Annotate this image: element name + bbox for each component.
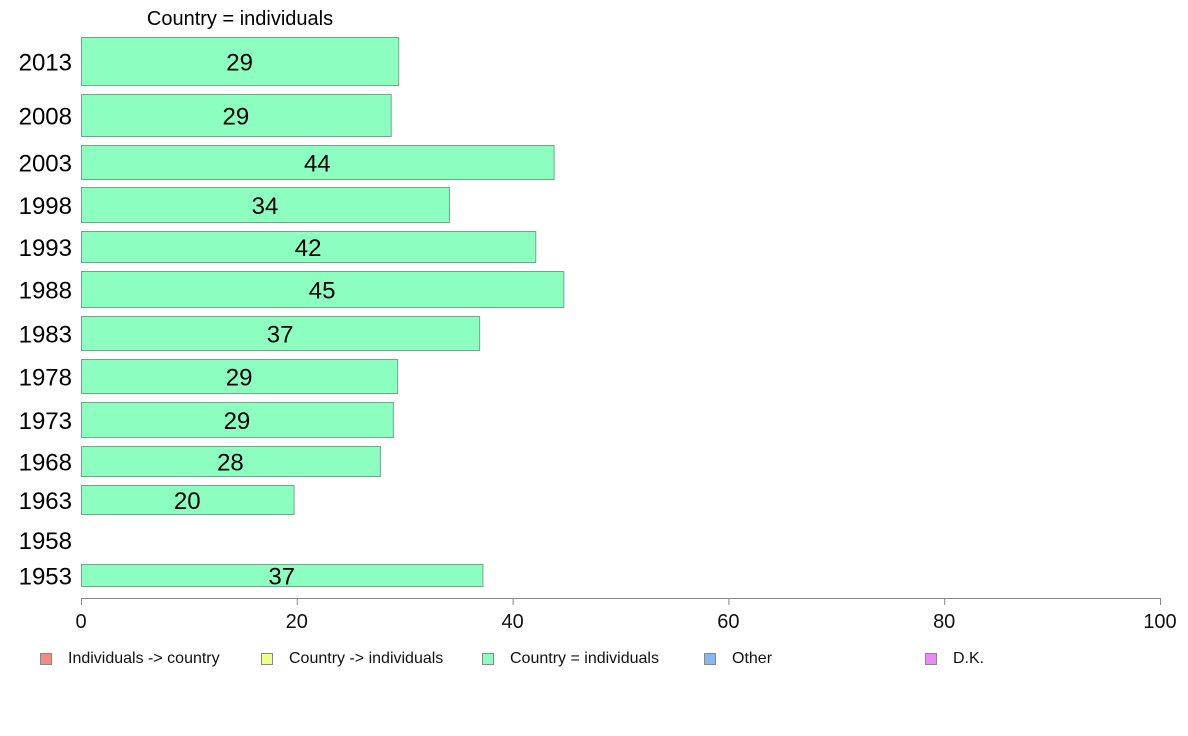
bar-value-label: 34 xyxy=(252,193,279,220)
y-tick-label: 1973 xyxy=(19,408,72,435)
bar xyxy=(81,316,481,351)
bar-value-label: 29 xyxy=(226,365,253,392)
x-tick-label: 0 xyxy=(75,611,86,633)
bar-value-label: 42 xyxy=(295,235,322,262)
legend-item-country-to-individuals: Country -> individuals xyxy=(261,650,443,668)
bar xyxy=(81,402,394,438)
legend-item-other: Other xyxy=(704,650,772,668)
bar xyxy=(81,187,450,223)
legend-label: Country = individuals xyxy=(510,650,659,667)
x-tick-label: 40 xyxy=(501,611,523,633)
legend-swatch xyxy=(704,653,716,665)
x-tick-label: 100 xyxy=(1143,611,1176,633)
y-tick-label: 2008 xyxy=(19,104,72,131)
legend-swatch xyxy=(261,653,273,665)
y-tick-label: 1963 xyxy=(19,488,72,515)
y-tick-label: 1998 xyxy=(19,193,72,220)
legend-swatch xyxy=(40,653,52,665)
bar xyxy=(81,359,399,394)
y-tick-label: 1968 xyxy=(19,450,72,477)
bar xyxy=(81,94,392,137)
legend-swatch xyxy=(482,653,494,665)
bar-value-label: 28 xyxy=(217,450,244,477)
legend-item-individuals-to-country: Individuals -> country xyxy=(40,650,220,668)
legend-item-country-equals-individuals: Country = individuals xyxy=(482,650,659,668)
x-tick-label: 60 xyxy=(717,611,739,633)
y-tick-label: 1958 xyxy=(19,528,72,555)
bar xyxy=(81,271,565,308)
bar xyxy=(81,564,484,587)
bar-value-label: 37 xyxy=(268,564,295,591)
bars-layer: 2013 29 2008 29 2003 44 1998 34 1993 42 1988 45 1983… xyxy=(19,37,565,591)
y-tick-label: 1983 xyxy=(19,322,72,349)
y-tick-label: 2003 xyxy=(19,151,72,178)
legend-swatch xyxy=(925,653,937,665)
bar-value-label: 37 xyxy=(267,322,294,349)
bar-value-label: 20 xyxy=(174,488,201,515)
legend: Individuals -> country Country -> indivi… xyxy=(0,650,1188,672)
y-tick-label: 1978 xyxy=(19,365,72,392)
bar-value-label: 29 xyxy=(224,408,251,435)
x-tick-label: 80 xyxy=(933,611,955,633)
bar xyxy=(81,37,400,86)
bar-value-label: 29 xyxy=(222,104,249,131)
bar-value-label: 44 xyxy=(304,151,331,178)
y-tick-label: 1988 xyxy=(19,278,72,305)
bar xyxy=(81,485,295,515)
chart-title: Country = individuals xyxy=(147,8,333,30)
legend-label: D.K. xyxy=(953,650,985,667)
bar-value-label: 29 xyxy=(226,50,253,77)
x-axis: 0 20 40 60 80 100 xyxy=(75,598,1177,633)
legend-item-dk: D.K. xyxy=(925,650,984,668)
bar xyxy=(81,446,381,477)
legend-label: Country -> individuals xyxy=(289,650,444,667)
y-tick-label: 1993 xyxy=(19,235,72,262)
legend-label: Other xyxy=(732,650,773,667)
y-tick-label: 1953 xyxy=(19,564,72,591)
y-tick-label: 2013 xyxy=(19,50,72,77)
legend-label: Individuals -> country xyxy=(68,650,220,667)
x-tick-label: 20 xyxy=(286,611,308,633)
bar xyxy=(81,145,555,180)
bar xyxy=(81,231,537,263)
bar-value-label: 45 xyxy=(309,278,336,305)
